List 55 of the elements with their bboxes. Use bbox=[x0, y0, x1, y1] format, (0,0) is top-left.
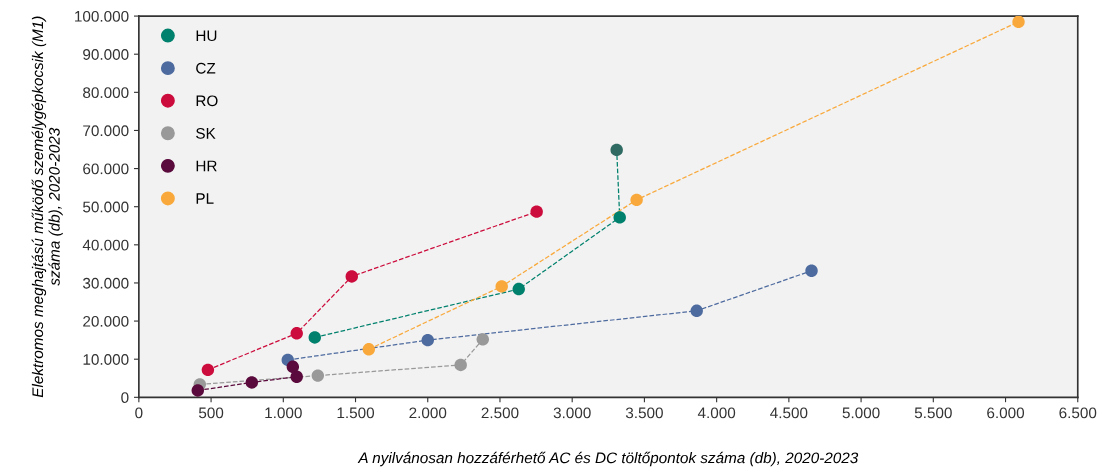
x-tick-label: 0 bbox=[135, 407, 143, 419]
y-tick-label: 80.000 bbox=[83, 87, 129, 99]
x-tick-label: 2.500 bbox=[481, 407, 519, 419]
point bbox=[191, 384, 204, 397]
point bbox=[454, 358, 467, 372]
x-tick-label: 1.000 bbox=[265, 407, 302, 419]
x-tick-label: 5.500 bbox=[914, 407, 952, 419]
point bbox=[308, 331, 321, 344]
point bbox=[345, 270, 358, 283]
y-tick-label: 50.000 bbox=[83, 201, 129, 213]
point bbox=[245, 376, 259, 389]
legend-label: PL bbox=[196, 193, 214, 204]
x-tick-label: 3.000 bbox=[553, 407, 591, 419]
y-tick-label: 60.000 bbox=[83, 163, 129, 175]
x-tick-label: 4.000 bbox=[697, 407, 736, 419]
point bbox=[1012, 16, 1025, 29]
y-tick-label: 30.000 bbox=[82, 277, 129, 289]
x-tick-label: 3.500 bbox=[625, 407, 663, 419]
y-tick-label: 20.000 bbox=[83, 315, 129, 327]
y-tick-label: 90.000 bbox=[83, 49, 129, 60]
x-tick-label: 6.500 bbox=[1059, 407, 1097, 419]
point bbox=[362, 343, 376, 356]
y-tick-label: 0 bbox=[121, 392, 129, 404]
legend-label: HR bbox=[196, 160, 217, 172]
point bbox=[290, 370, 303, 383]
x-tick-label: 6.000 bbox=[987, 407, 1025, 419]
legend-label: CZ bbox=[196, 62, 216, 74]
point bbox=[613, 211, 626, 224]
x-tick-label: 4.500 bbox=[770, 407, 808, 419]
point bbox=[805, 264, 818, 277]
x-tick-label: 2.000 bbox=[409, 407, 447, 419]
y-tick-label: 100.000 bbox=[75, 10, 129, 22]
point bbox=[286, 360, 300, 374]
point bbox=[476, 333, 489, 346]
point bbox=[201, 363, 215, 377]
x-tick-label: 1.500 bbox=[337, 407, 375, 419]
point bbox=[290, 327, 303, 340]
x-tick-label: 500 bbox=[198, 407, 224, 419]
y-tick-label: 40.000 bbox=[82, 239, 129, 251]
legend-label: SK bbox=[196, 127, 216, 139]
x-axis-title: A nyilvánosan hozzáférhető AC és DC töltőpontok száma (db), 2020-2023 bbox=[357, 451, 859, 467]
point bbox=[530, 205, 543, 218]
y-tick-label: 10.000 bbox=[83, 354, 129, 365]
y-axis-title: Elektromos meghajtású működő személygépkocsik (M1) száma (db), 2020-2023 bbox=[31, 16, 63, 398]
legend-label: RO bbox=[196, 95, 218, 107]
point bbox=[630, 193, 643, 207]
point bbox=[495, 280, 508, 293]
point bbox=[610, 143, 623, 157]
y-tick-label: 70.000 bbox=[83, 125, 129, 137]
point bbox=[311, 369, 325, 382]
point bbox=[690, 304, 703, 317]
x-tick-label: 5.000 bbox=[842, 407, 880, 419]
legend-label: HU bbox=[196, 30, 217, 42]
point bbox=[421, 333, 434, 347]
point bbox=[512, 282, 525, 296]
